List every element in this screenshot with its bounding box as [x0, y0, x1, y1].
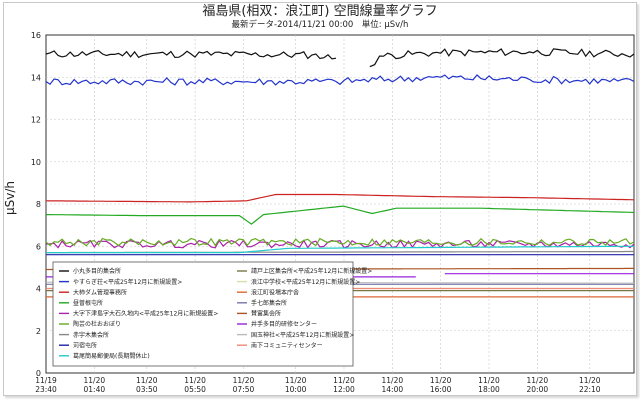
x-tick-date: 11/20: [382, 376, 404, 385]
axes: 024681012141611/1923:4011/2001:4011/2003…: [31, 31, 601, 394]
x-tick-date: 11/20: [84, 376, 106, 385]
x-tick-time: 22:10: [579, 385, 601, 394]
legend-label: 浪江町役場本庁舎: [251, 288, 299, 296]
legend-label: 陶芸の杜おおぼり: [73, 320, 121, 328]
legend-label: 浪江中学校<平成25年12月に新規設置>: [251, 278, 360, 286]
x-tick-time: 16:00: [430, 385, 452, 394]
x-tick-time: 14:00: [382, 385, 404, 394]
legend-label: 南下コミュニティセンター: [251, 341, 323, 349]
legend-label: 昼曽根屯所: [73, 299, 103, 307]
y-axis-label: μSv/h: [3, 181, 17, 215]
x-tick-date: 11/20: [527, 376, 549, 385]
y-tick-label: 16: [31, 31, 41, 40]
x-tick-time: 23:40: [35, 385, 57, 394]
y-tick-label: 8: [36, 200, 41, 209]
series-line: [45, 237, 635, 247]
x-tick-time: 10:00: [285, 385, 307, 394]
legend-label: 賛富集会所: [251, 310, 281, 318]
y-tick-label: 0: [36, 369, 41, 378]
legend-label: やすらぎ荘<平成25年12月に新規設置>: [73, 278, 182, 286]
series-line: [45, 74, 635, 86]
y-tick-label: 12: [31, 116, 41, 125]
series-line: [45, 50, 337, 60]
x-tick-date: 11/20: [478, 376, 500, 385]
legend-label: 国玉神社<平成25年12月に新規設置>: [251, 331, 354, 339]
x-tick-time: 20:00: [527, 385, 549, 394]
x-tick-time: 07:50: [233, 385, 255, 394]
legend-label: 大字下津島字大石久地内<平成25年12月に新規設置>: [73, 310, 218, 318]
series-line: [46, 245, 634, 254]
y-tick-label: 4: [36, 285, 41, 294]
x-tick-time: 01:40: [84, 385, 106, 394]
chart-subtitle: 最新データ-2014/11/21 00:00 単位: μSv/h: [232, 19, 409, 30]
series-line: [369, 48, 635, 68]
legend-box: [52, 261, 354, 367]
legend-label: 赤宇木集会所: [73, 331, 109, 339]
legend-label: 井手多目的研修センター: [251, 320, 317, 328]
legend-label: 葛尾簡易郵便局(長期間休止): [73, 352, 150, 360]
x-tick-date: 11/20: [333, 376, 355, 385]
legend-label: 請戸上区集会所<平成25年12月に新規設置>: [251, 267, 372, 275]
y-tick-label: 14: [31, 73, 41, 82]
chart-title: 福島県(相双：浪江町) 空間線量率グラフ: [202, 3, 437, 19]
legend-label: 小丸多目的集会所: [73, 267, 121, 275]
x-tick-date: 11/20: [184, 376, 206, 385]
y-tick-label: 2: [36, 327, 41, 336]
series-line: [45, 193, 635, 203]
x-tick-time: 05:50: [184, 385, 206, 394]
x-tick-date: 11/19: [35, 376, 57, 385]
x-tick-time: 12:00: [333, 385, 355, 394]
x-tick-time: 18:00: [478, 385, 500, 394]
legend-label: 苅宿屯所: [73, 341, 97, 349]
x-tick-date: 11/20: [136, 376, 158, 385]
series-line: [46, 205, 635, 225]
x-tick-date: 11/20: [233, 376, 255, 385]
x-tick-time: 03:50: [136, 385, 158, 394]
x-tick-date: 11/20: [579, 376, 601, 385]
y-tick-label: 10: [31, 158, 41, 167]
y-tick-label: 6: [36, 242, 41, 251]
legend-label: 大柿ダム管理事務所: [73, 288, 127, 296]
legend-label: 手七郎集会所: [251, 299, 287, 307]
x-tick-date: 11/20: [285, 376, 307, 385]
x-tick-date: 11/20: [430, 376, 452, 385]
